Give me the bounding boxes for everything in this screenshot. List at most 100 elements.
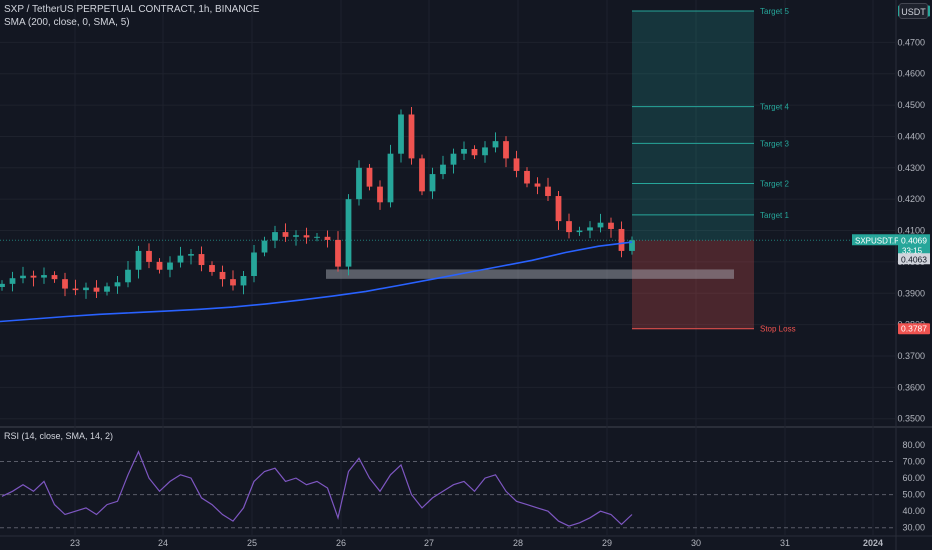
time-tick-label: 23 [70, 538, 80, 548]
candle-body [93, 287, 100, 292]
candle-body [513, 158, 520, 171]
candle-body [440, 164, 446, 175]
sma-line [0, 241, 633, 323]
symbol-tag-text: SXPUSDT.P [855, 236, 899, 245]
target-label: Target 4 [760, 103, 789, 112]
price-tick-label: 0.3900 [897, 288, 925, 298]
price-tick-label: 0.4200 [897, 194, 925, 204]
candle-body [167, 262, 173, 270]
countdown-text: 33:15 [902, 246, 923, 255]
target-label: Target 3 [760, 139, 789, 148]
candles [0, 106, 635, 299]
candle-body [387, 153, 394, 203]
candle-body [177, 255, 184, 263]
candle-body [345, 199, 352, 267]
time-tick-label: 28 [513, 538, 523, 548]
rsi-tick-label: 80.00 [902, 440, 925, 450]
candle-body [282, 232, 289, 237]
sma-value-bg [898, 253, 930, 265]
candle-body [408, 114, 415, 159]
price-tick-label: 0.3700 [897, 351, 925, 361]
last-price-bg [898, 234, 930, 257]
candle-body [450, 153, 457, 165]
candle-body [492, 141, 499, 148]
sma-line-path [0, 241, 633, 323]
candle-body [146, 250, 152, 262]
candle-body [377, 186, 383, 203]
rsi-indicator-legend[interactable]: RSI (14, close, SMA, 14, 2) [4, 431, 114, 441]
last-price-text: 0.4069 [901, 235, 927, 245]
candle-body [240, 276, 247, 286]
price-tick-label: 0.4500 [897, 100, 925, 110]
symbol-tag-bg [852, 234, 898, 246]
sma-value-tag: 0.4063 [898, 253, 930, 265]
axes: 0.35000.36000.37000.38000.39000.40000.41… [70, 37, 925, 548]
candle-body [534, 183, 541, 187]
currency-button[interactable]: USDT [899, 3, 928, 19]
rsi-tick-label: 70.00 [902, 457, 925, 467]
candle-body [30, 275, 37, 278]
time-tick-label: 31 [780, 538, 790, 548]
candle-body [293, 235, 299, 237]
stop-loss-zone [632, 240, 754, 329]
price-tick-label: 0.4700 [897, 37, 925, 47]
candle-body [20, 275, 26, 279]
candle-body [261, 240, 268, 253]
price-tick-label: 0.4600 [897, 69, 925, 79]
price-tick-label: 0.3500 [897, 414, 925, 424]
candle-body [398, 114, 404, 154]
candle-body [198, 254, 205, 266]
candle-body [471, 148, 478, 156]
candle-body [461, 148, 467, 154]
candle-body [188, 254, 194, 256]
candle-body [41, 275, 47, 278]
sma-indicator-legend[interactable]: SMA (200, close, 0, SMA, 5) [4, 17, 130, 28]
stop-loss-label: Stop Loss [760, 325, 796, 334]
candle-body [125, 269, 131, 283]
candle-body [356, 167, 362, 200]
candle-body [566, 221, 572, 233]
candle-body [545, 186, 551, 197]
candle-body [608, 222, 614, 229]
time-tick-label: 24 [158, 538, 168, 548]
candle-body [62, 279, 68, 289]
support-zone [326, 269, 734, 279]
stop-loss-price-tag: 0.3787 [898, 323, 930, 335]
time-tick-label: 26 [336, 538, 346, 548]
target-label: Target 1 [760, 211, 789, 220]
candle-body [429, 174, 436, 192]
candle-body [9, 278, 16, 284]
price-tick-label: 0.4100 [897, 226, 925, 236]
candle-body [503, 141, 509, 159]
candle-body [135, 250, 142, 270]
rsi-tick-label: 50.00 [902, 490, 925, 500]
candle-body [104, 286, 110, 292]
candle-body [419, 158, 425, 192]
candle-body [314, 236, 320, 238]
candle-body [72, 288, 79, 291]
time-tick-label: 25 [247, 538, 257, 548]
candle-body [51, 275, 58, 280]
candle-body [335, 239, 341, 267]
candle-body [0, 283, 5, 287]
position-zones: Target 1 Target 2 Target 3 Target 4 Target 5… [0, 7, 896, 334]
chart-title: SXP / TetherUS PERPETUAL CONTRACT, 1h, B… [4, 4, 260, 15]
candle-body [366, 167, 373, 187]
target-label: Target 5 [760, 7, 789, 16]
candle-body [555, 196, 562, 222]
rsi-tick-label: 60.00 [902, 473, 925, 483]
time-tick-label: 30 [691, 538, 701, 548]
candle-body [156, 261, 163, 270]
candle-body [618, 228, 625, 251]
time-tick-label: 29 [602, 538, 612, 548]
sma-value-text: 0.4063 [901, 254, 927, 264]
candle-body [219, 271, 226, 280]
support-zone-rect [326, 269, 734, 279]
time-tick-label: 2024 [863, 538, 883, 548]
stop-loss-price-tag-text: 0.3787 [901, 324, 927, 334]
candle-body [251, 252, 257, 277]
